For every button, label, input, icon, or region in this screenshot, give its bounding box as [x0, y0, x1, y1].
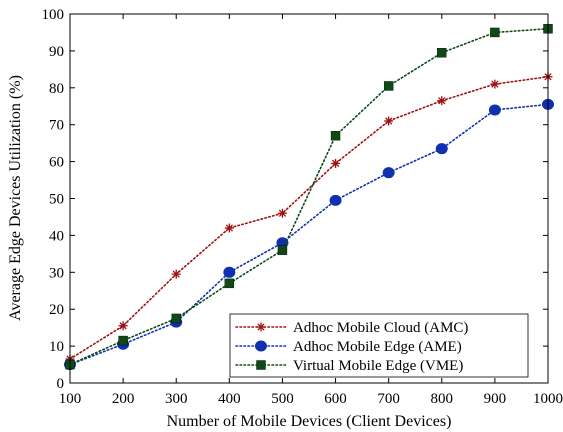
series-line [69, 103, 549, 366]
data-point [490, 79, 500, 89]
data-point [490, 27, 500, 38]
legend-label: Adhoc Mobile Edge (AME) [293, 339, 462, 355]
y-tick-label: 0 [57, 376, 65, 392]
data-point [118, 321, 128, 331]
data-point [435, 143, 448, 155]
y-tick-label: 20 [49, 302, 64, 318]
x-axis-label: Number of Mobile Devices (Client Devices… [167, 413, 452, 430]
data-point [330, 131, 341, 141]
x-tick-label: 900 [484, 391, 507, 407]
data-point [224, 278, 235, 289]
legend-entry-2: Adhoc Mobile Edge (AME) [235, 339, 462, 355]
data-point [437, 48, 447, 58]
data-point-stroke [225, 224, 233, 232]
data-point [223, 266, 236, 278]
data-point [118, 335, 128, 346]
y-tick-label: 80 [49, 81, 64, 97]
data-point [437, 96, 447, 106]
y-tick-label: 40 [49, 228, 64, 244]
data-point [171, 269, 181, 279]
data-point [171, 313, 181, 324]
y-axis-label: Average Edge Devices Utilization (%) [7, 75, 24, 321]
legend-marker [256, 322, 266, 332]
legend-label: Adhoc Mobile Cloud (AMC) [293, 320, 468, 336]
data-point-stroke [491, 80, 499, 88]
tick-layer: 100 200 300 400 500 600 700 800 900 1000 0 10 20 30 40… [42, 7, 563, 407]
data-point [384, 116, 394, 126]
data-point [277, 208, 287, 218]
series-line [69, 27, 549, 366]
data-point [331, 158, 341, 168]
data-point-stroke [331, 159, 340, 168]
data-point-stroke [385, 117, 393, 125]
data-point [329, 194, 342, 206]
x-tick-label: 100 [59, 391, 82, 407]
legend-entry-1: Adhoc Mobile Cloud (AMC) [235, 320, 468, 336]
legend: Adhoc Mobile Cloud (AMC) Adhoc Mobile Edg… [229, 313, 529, 378]
x-tick-label: 600 [324, 391, 347, 407]
y-tick-label: 50 [49, 192, 64, 208]
series-line [69, 75, 549, 360]
x-tick-label: 500 [271, 391, 294, 407]
plot-layer [64, 24, 554, 371]
x-tick-label: 700 [377, 391, 400, 407]
x-tick-label: 800 [431, 391, 454, 407]
data-point [224, 223, 234, 233]
legend-entry-3: Virtual Mobile Edge (VME) [235, 358, 463, 374]
data-point [383, 81, 394, 91]
x-tick-label: 400 [218, 391, 241, 407]
x-tick-label: 300 [165, 391, 188, 407]
data-point [488, 104, 501, 116]
data-point [277, 245, 288, 255]
legend-marker [256, 360, 266, 370]
legend-label: Virtual Mobile Edge (VME) [293, 358, 463, 374]
data-point-stroke [119, 322, 127, 330]
data-point [382, 167, 395, 179]
y-tick-label: 70 [49, 118, 64, 134]
data-point-stroke [438, 97, 446, 105]
y-tick-label: 60 [49, 155, 64, 171]
y-tick-label: 90 [49, 44, 64, 60]
data-point-stroke [278, 209, 287, 217]
data-point-stroke [172, 270, 180, 278]
y-tick-label: 100 [42, 7, 65, 23]
legend-marker-stroke [257, 323, 265, 331]
legend-marker [255, 340, 267, 352]
x-tick-label: 1000 [533, 391, 563, 407]
y-tick-label: 30 [49, 265, 64, 281]
x-tick-label: 200 [112, 391, 135, 407]
y-tick-label: 10 [49, 339, 64, 355]
